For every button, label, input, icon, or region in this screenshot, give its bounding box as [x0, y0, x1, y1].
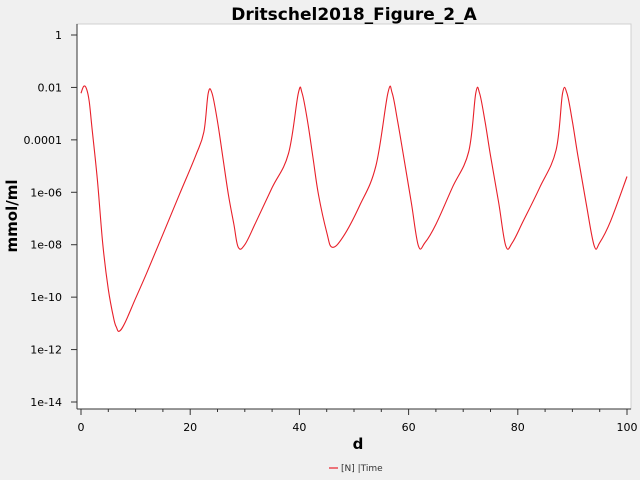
x-axis-label: d [353, 435, 364, 453]
x-tick-label: 60 [402, 421, 416, 434]
y-tick-label: 0.0001 [24, 134, 63, 147]
chart-title: Dritschel2018_Figure_2_A [231, 5, 477, 25]
x-tick-label: 80 [511, 421, 525, 434]
y-tick-label: 1e-14 [30, 396, 62, 409]
y-axis-ticks: 1 0.01 0.0001 1e-06 1e-08 1e-10 1e-12 1e-14 [24, 29, 77, 409]
y-tick-label: 1e-06 [30, 186, 62, 199]
legend-label: [N] |Time [341, 464, 383, 474]
x-tick-label: 20 [183, 421, 197, 434]
legend: [N] |Time [329, 464, 383, 474]
series-layer [80, 85, 628, 332]
y-tick-label: 1e-12 [30, 344, 62, 357]
x-tick-label: 40 [292, 421, 306, 434]
y-tick-label: 0.01 [38, 81, 63, 94]
y-axis-label: mmol/ml [3, 180, 21, 253]
series-line-0 [80, 85, 628, 332]
x-tick-label: 0 [78, 421, 85, 434]
x-tick-label: 100 [617, 421, 638, 434]
y-tick-label: 1e-10 [30, 291, 62, 304]
y-tick-label: 1e-08 [30, 239, 62, 252]
x-axis-ticks: 0 20 40 60 80 100 [78, 409, 638, 434]
y-tick-label: 1 [55, 29, 62, 42]
